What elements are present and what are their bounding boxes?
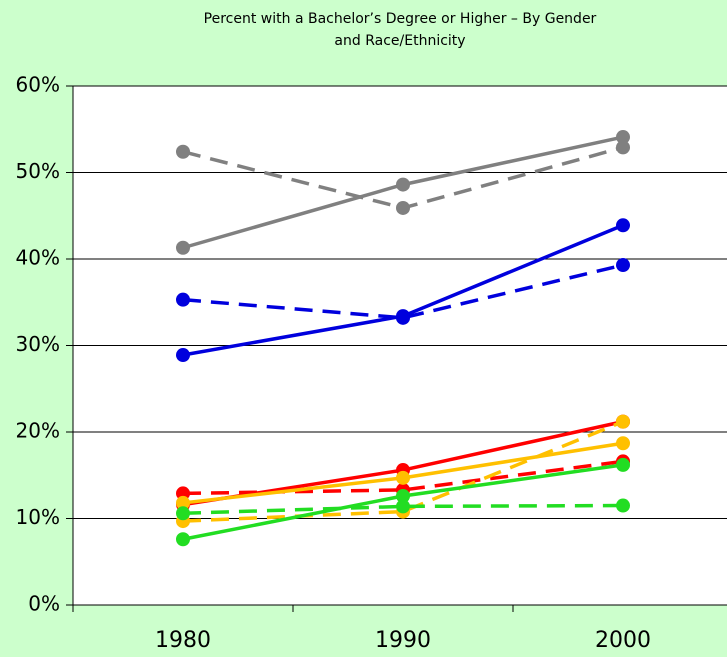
data-point: [616, 414, 630, 429]
data-point: [396, 177, 410, 192]
series-line: [182, 420, 624, 523]
data-point: [616, 140, 630, 155]
data-point: [176, 506, 190, 521]
chart-title: Percent with a Bachelor’s Degree or High…: [203, 11, 597, 49]
x-tick-label: 1990: [375, 628, 431, 653]
y-tick-label: 50%: [16, 159, 60, 183]
data-point: [396, 499, 410, 514]
data-point: [176, 532, 190, 547]
x-tick-label: 2000: [595, 628, 651, 653]
data-point: [396, 200, 410, 215]
y-tick-label: 10%: [16, 505, 60, 529]
data-point: [616, 436, 630, 451]
data-point: [396, 310, 410, 325]
data-point: [176, 240, 190, 255]
data-point: [616, 258, 630, 273]
x-tick-label: 1980: [155, 628, 211, 653]
data-point: [396, 489, 410, 504]
data-point: [176, 144, 190, 159]
data-point: [616, 130, 630, 145]
data-point: [176, 292, 190, 307]
data-point: [396, 470, 410, 485]
series-line: [182, 263, 624, 320]
y-tick-label: 0%: [28, 592, 60, 616]
data-point: [176, 495, 190, 510]
y-tick-label: 30%: [16, 332, 60, 356]
data-point: [616, 498, 630, 513]
y-tick-label: 20%: [16, 419, 60, 443]
data-point: [616, 457, 630, 472]
series-line: [182, 503, 624, 516]
data-point: [616, 218, 630, 233]
y-tick-label: 40%: [16, 246, 60, 270]
y-tick-label: 60%: [16, 73, 60, 97]
series-line: [182, 459, 624, 496]
data-point: [176, 348, 190, 363]
